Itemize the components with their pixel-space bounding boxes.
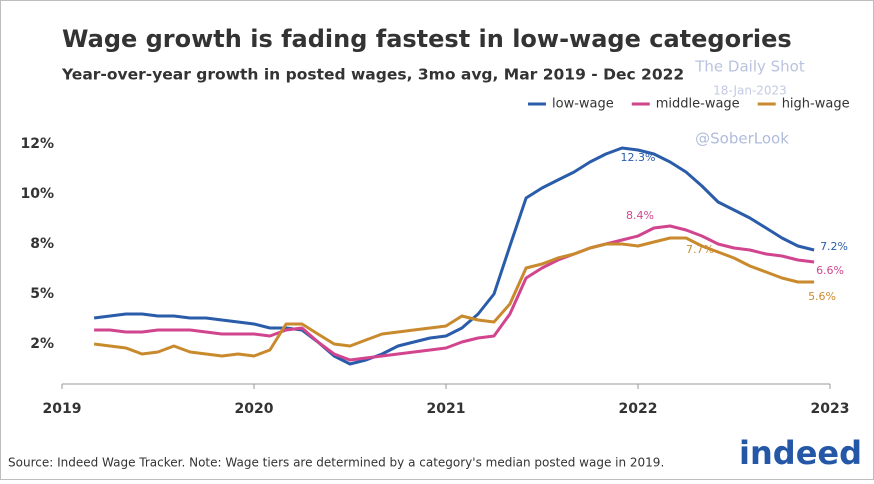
y-tick-label: 10% <box>20 186 54 202</box>
data-label: 6.6% <box>816 264 844 277</box>
data-label: 7.2% <box>820 240 848 253</box>
legend-label: low-wage <box>552 97 614 112</box>
line-series <box>93 146 815 366</box>
legend-label: high-wage <box>782 97 850 112</box>
y-tick-label: 2% <box>30 336 54 352</box>
legend-label: middle-wage <box>656 97 740 112</box>
chart-subtitle: Year-over-year growth in posted wages, 3… <box>61 66 684 84</box>
logo: indeed <box>739 434 862 472</box>
watermark: The Daily Shot <box>694 58 805 76</box>
x-tick-label: 2019 <box>43 401 82 417</box>
watermark: @SoberLook <box>695 130 789 148</box>
x-tick-label: 2022 <box>619 401 658 417</box>
line-series <box>94 224 815 362</box>
x-tick-label: 2020 <box>235 401 274 417</box>
data-label: 8.4% <box>626 209 654 222</box>
x-tick-label: 2023 <box>811 401 850 417</box>
data-label: 5.6% <box>808 290 836 303</box>
chart-title: Wage growth is fading fastest in low-wag… <box>62 25 792 53</box>
line-series <box>93 236 815 358</box>
y-tick-label: 12% <box>20 136 54 152</box>
y-tick-label: 8% <box>30 236 54 252</box>
source-note: Source: Indeed Wage Tracker. Note: Wage … <box>8 456 664 470</box>
watermark: 18-Jan-2023 <box>713 84 787 98</box>
x-tick-label: 2021 <box>427 401 466 417</box>
y-tick-label: 5% <box>30 286 54 302</box>
data-label: 7.7% <box>686 243 714 256</box>
data-label: 12.3% <box>621 151 656 164</box>
